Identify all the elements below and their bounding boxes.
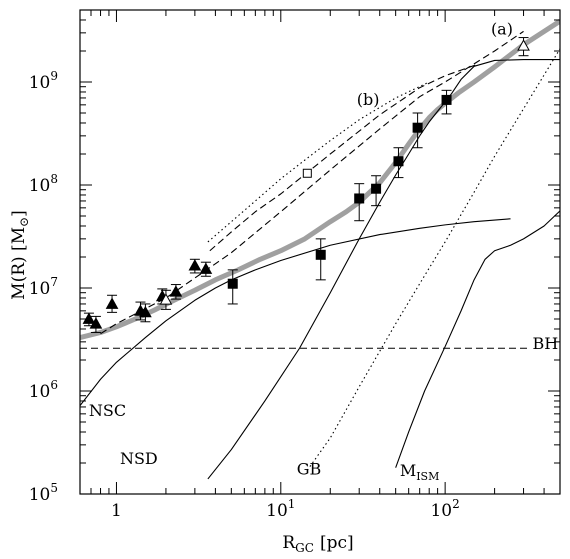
y-axis-label: M(R) [M⊙] (9, 210, 31, 300)
x-axis-label: RGC [pc] (282, 533, 353, 555)
filled-triangle-marker (139, 305, 152, 318)
curve-nsc-solid (80, 218, 511, 407)
filled-square-marker (371, 183, 382, 194)
y-tick-label: 107 (29, 275, 58, 299)
filled-square-marker (315, 249, 326, 260)
filled-triangle-marker (82, 312, 96, 324)
filled-triangle-marker (89, 317, 103, 329)
filled-triangle-marker (199, 262, 213, 274)
label-layer: 1 101 102 105 106 107 108 109 NSC NSD GB MISM BH (a) (… (29, 19, 559, 521)
curve-label-nsd: NSD (120, 449, 158, 468)
curve-a-dashed (100, 30, 524, 335)
open-square-marker (302, 168, 312, 178)
filled-square-marker (393, 156, 404, 167)
series-layer (80, 19, 560, 480)
x-tick-label: 101 (266, 497, 295, 521)
x-tick-label: 102 (430, 497, 459, 521)
curve-ism-solid (395, 210, 560, 468)
curve-b-dashed (209, 63, 479, 252)
tick-layer (79, 9, 561, 495)
y-tick-label: 108 (29, 172, 58, 196)
filled-square-marker (227, 278, 238, 289)
plot-frame (79, 9, 561, 495)
curve-label-a: (a) (491, 19, 513, 38)
filled-triangle-marker (105, 297, 119, 309)
curve-label-nsc: NSC (89, 401, 126, 420)
marker-layer (82, 37, 530, 333)
filled-triangle-marker (188, 259, 202, 271)
filled-square-marker (354, 193, 365, 204)
filled-square-marker (412, 122, 423, 133)
curve-label-b: (b) (357, 90, 380, 109)
y-tick-label: 106 (29, 378, 58, 402)
open-triangle-marker (159, 293, 173, 305)
filled-square-marker (441, 94, 452, 105)
curve-total-thick-gray (80, 19, 560, 341)
open-triangle-marker (517, 39, 530, 51)
curve-b-dotted (207, 81, 430, 243)
filled-triangle-marker (169, 285, 183, 297)
x-tick-label: 1 (111, 501, 122, 521)
curve-label-mism: MISM (400, 461, 440, 483)
y-tick-label: 109 (29, 69, 58, 93)
curve-label-bh: BH (532, 334, 558, 353)
curve-label-gb: GB (297, 459, 322, 478)
curve-nsd-solid (207, 59, 560, 480)
y-tick-label: 105 (29, 481, 58, 505)
